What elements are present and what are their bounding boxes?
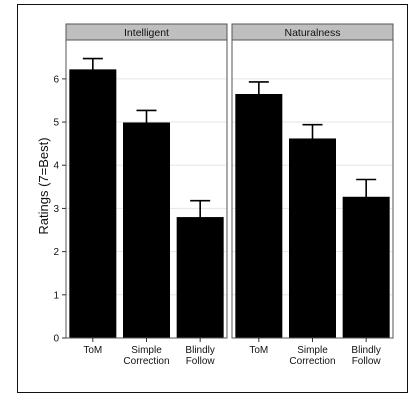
- x-tick-label: ToM: [249, 345, 268, 356]
- x-tick-label: Simple Correction: [123, 345, 169, 367]
- bar: [289, 138, 336, 338]
- x-tick-label: Blindly Follow: [351, 345, 381, 367]
- y-tick-label: 5: [53, 118, 59, 129]
- bar: [342, 196, 390, 338]
- x-tick-label: Simple Correction: [289, 345, 335, 367]
- facet-label: Intelligent: [124, 27, 169, 39]
- error-bar: [356, 178, 377, 215]
- error-bar: [82, 57, 103, 81]
- bar: [69, 69, 117, 339]
- error-bar: [248, 81, 269, 107]
- error-bar: [302, 123, 323, 153]
- y-tick-label: 3: [53, 204, 59, 215]
- y-tick-label: 0: [53, 334, 59, 345]
- x-tick-label: ToM: [83, 345, 102, 356]
- facet-label: Naturalness: [284, 27, 340, 39]
- y-tick-label: 4: [53, 161, 59, 172]
- y-axis: 0 1 2 3 4 5 6: [53, 74, 66, 345]
- x-tick-label: Blindly Follow: [185, 345, 215, 367]
- panels-layer: Intelligent ToM Simple Correction Blindly Fol…: [65, 23, 394, 367]
- error-bar: [136, 109, 157, 135]
- error-bar: [190, 199, 211, 234]
- bar: [235, 93, 283, 338]
- panel-1: Naturalness ToM Simple Correction Blindly Fol…: [231, 23, 394, 367]
- y-axis-label: Ratings (7=Best): [36, 137, 51, 234]
- bar: [176, 217, 224, 338]
- y-tick-label: 2: [53, 247, 59, 258]
- y-tick-label: 6: [53, 74, 59, 85]
- panel-0: Intelligent ToM Simple Correction Blindly Fol…: [65, 23, 228, 367]
- y-tick-label: 1: [53, 290, 59, 301]
- bar: [123, 122, 170, 338]
